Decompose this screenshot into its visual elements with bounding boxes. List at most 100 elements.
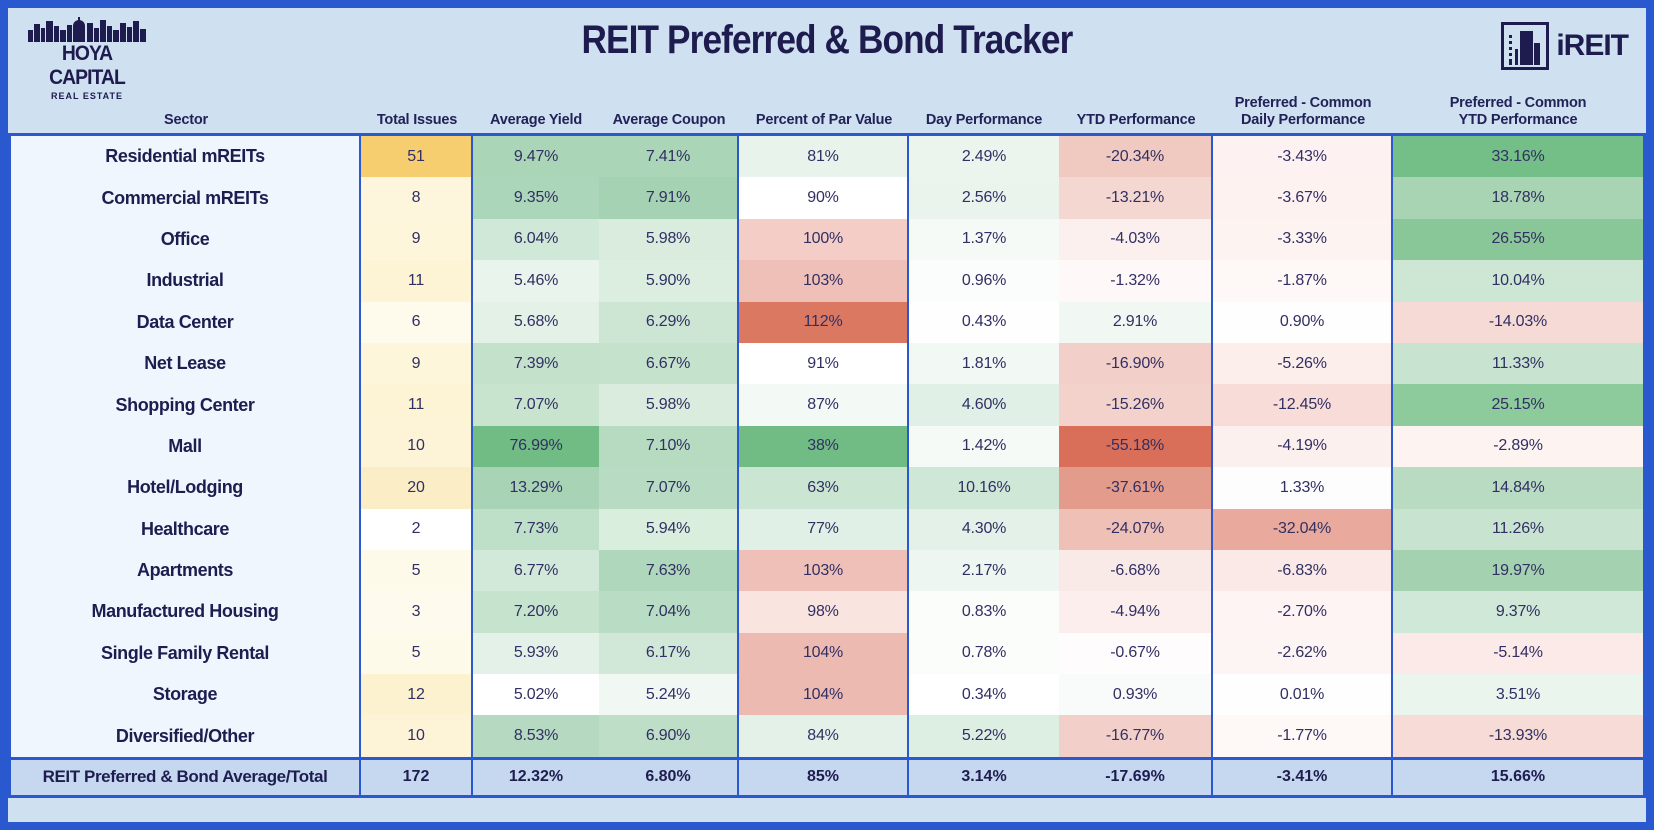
value-cell: 33.16% [1393, 136, 1643, 178]
value-cell: 81% [739, 136, 909, 178]
value-cell: 10 [361, 715, 473, 757]
value-cell: -1.32% [1059, 260, 1213, 302]
value-cell: 7.91% [599, 177, 739, 219]
value-cell: -3.33% [1213, 218, 1393, 261]
total-row: REIT Preferred & Bond Average/Total 172 12… [11, 756, 1643, 795]
value-cell: -3.43% [1213, 136, 1393, 178]
value-cell: 9.47% [473, 136, 599, 178]
city-skyline-icon [28, 17, 146, 42]
value-cell: 1.81% [909, 342, 1059, 385]
value-cell: -14.03% [1393, 301, 1643, 343]
value-cell: 7.63% [599, 549, 739, 592]
column-header-average-yield: Average Yield [490, 112, 582, 128]
value-cell: 2.17% [909, 549, 1059, 592]
sector-cell: Office [11, 218, 361, 261]
sector-cell: Single Family Rental [11, 632, 361, 675]
value-cell: 84% [739, 715, 909, 757]
value-cell: -6.68% [1059, 549, 1213, 592]
value-cell: -15.26% [1059, 384, 1213, 426]
value-cell: 7.41% [599, 136, 739, 178]
hoya-logo-line1: HOYA CAPITAL [49, 42, 126, 89]
value-cell: 12 [361, 674, 473, 716]
value-cell: 6.04% [473, 218, 599, 261]
total-value-cell: 15.66% [1490, 768, 1546, 786]
total-value-cell: -3.41% [1213, 759, 1393, 795]
value-cell: 5 [361, 632, 473, 675]
sector-cell: Data Center [11, 301, 361, 343]
value-cell: 5.24% [599, 674, 739, 716]
value-cell: 7.04% [599, 591, 739, 633]
sector-cell: Apartments [11, 549, 361, 592]
value-cell: -2.70% [1213, 591, 1393, 633]
value-cell: 100% [739, 218, 909, 261]
value-cell: 2.91% [1059, 301, 1213, 343]
table-row: Storage 12 5.02% 5.24% 104% 0.34% 0.93% 0.01% 3.… [11, 674, 1643, 716]
value-cell: -1.87% [1213, 260, 1393, 302]
value-cell: 5.94% [599, 508, 739, 550]
value-cell: 10 [361, 425, 473, 468]
value-cell: 7.20% [473, 591, 599, 633]
value-cell: 6 [361, 301, 473, 343]
value-cell: 5.93% [473, 632, 599, 675]
value-cell: 98% [739, 591, 909, 633]
building-icon [1501, 22, 1550, 70]
value-cell: -12.45% [1213, 384, 1393, 426]
value-cell: -55.18% [1059, 425, 1213, 468]
value-cell: 9 [361, 218, 473, 261]
value-cell: 5.68% [473, 301, 599, 343]
value-cell: 19.97% [1393, 549, 1643, 592]
value-cell: 0.43% [909, 301, 1059, 343]
total-value-cell: 85% [739, 759, 909, 795]
value-cell: 9.37% [1393, 591, 1643, 633]
value-cell: -2.62% [1213, 632, 1393, 675]
value-cell: -1.77% [1213, 715, 1393, 757]
value-cell: 2.56% [909, 177, 1059, 219]
value-cell: 7.39% [473, 342, 599, 385]
table-row: Single Family Rental 5 5.93% 6.17% 104% 0.78%… [11, 632, 1643, 675]
value-cell: 103% [739, 549, 909, 592]
total-value-cell: 3.14% [961, 768, 1007, 786]
column-header-sector: Sector [164, 112, 208, 128]
value-cell: 5.46% [473, 260, 599, 302]
value-cell: 5.98% [599, 384, 739, 426]
value-cell: 3 [361, 591, 473, 633]
sector-cell: Net Lease [11, 342, 361, 385]
sector-cell: Commercial mREITs [11, 177, 361, 219]
header-band: HOYA CAPITAL REAL ESTATE REIT Preferred … [8, 8, 1646, 133]
value-cell: 2.49% [909, 136, 1059, 178]
total-value-cell: 6.80% [599, 759, 739, 795]
value-cell: 3.51% [1393, 674, 1643, 716]
value-cell: 38% [739, 425, 909, 468]
value-cell: -16.77% [1059, 715, 1213, 757]
value-cell: 0.93% [1059, 674, 1213, 716]
value-cell: 112% [739, 301, 909, 343]
table-row: Office 9 6.04% 5.98% 100% 1.37% -4.03% -3.33% 26… [11, 218, 1643, 261]
value-cell: -4.19% [1213, 425, 1393, 468]
value-cell: 0.96% [909, 260, 1059, 302]
table-row: Manufactured Housing 3 7.20% 7.04% 98% 0.83% -… [11, 591, 1643, 633]
sector-cell: Storage [11, 674, 361, 716]
sector-cell: Industrial [11, 260, 361, 302]
table-row: Healthcare 2 7.73% 5.94% 77% 4.30% -24.07% -32.… [11, 508, 1643, 550]
table-row: Shopping Center 11 7.07% 5.98% 87% 4.60% -15.2… [11, 384, 1643, 426]
value-cell: 90% [739, 177, 909, 219]
column-header-percent-of-par-value: Percent of Par Value [755, 112, 893, 128]
column-header-average-coupon: Average Coupon [612, 112, 726, 128]
value-cell: -3.67% [1213, 177, 1393, 219]
value-cell: 51 [361, 136, 473, 178]
value-cell: 1.37% [909, 218, 1059, 261]
value-cell: 18.78% [1393, 177, 1643, 219]
value-cell: 11.33% [1393, 342, 1643, 385]
ireit-logo-text: iREIT [1556, 29, 1629, 62]
value-cell: 63% [739, 467, 909, 509]
ireit-logo: iREIT [1501, 22, 1629, 70]
value-cell: 4.60% [909, 384, 1059, 426]
value-cell: 9.35% [473, 177, 599, 219]
value-cell: 91% [739, 342, 909, 385]
value-cell: 6.77% [473, 549, 599, 592]
hoya-capital-logo: HOYA CAPITAL REAL ESTATE [22, 16, 152, 101]
sector-cell: Mall [11, 425, 361, 468]
value-cell: -0.67% [1059, 632, 1213, 675]
value-cell: -16.90% [1059, 342, 1213, 385]
